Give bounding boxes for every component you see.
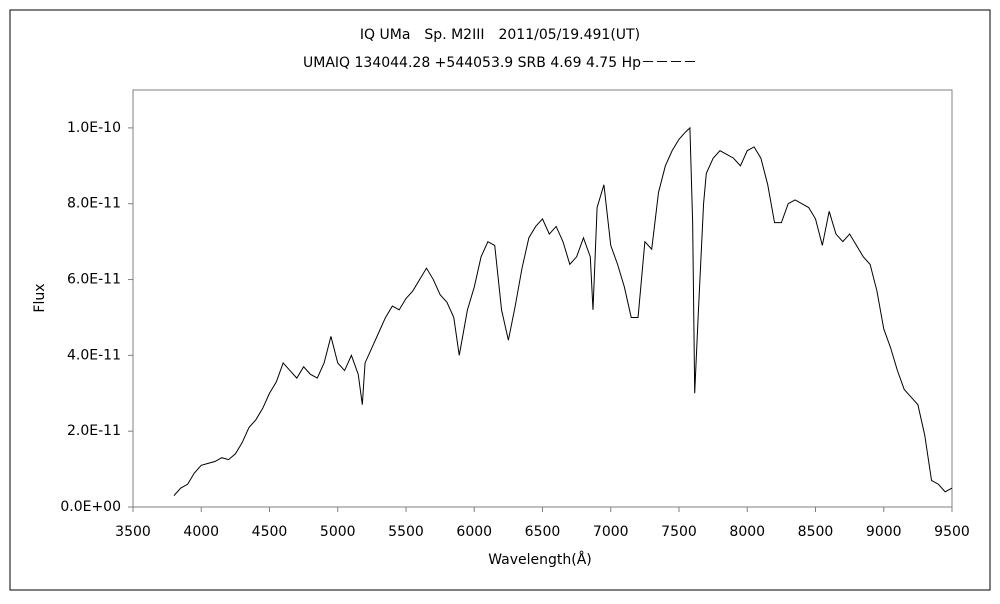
x-axis-label: Wavelength(Å) <box>488 551 592 568</box>
x-tick-label: 7500 <box>661 524 697 540</box>
y-tick-label: 1.0E-10 <box>67 120 121 136</box>
x-tick-label: 8000 <box>729 524 765 540</box>
x-tick-label: 5500 <box>388 524 424 540</box>
spectrum-line <box>173 126 953 496</box>
x-tick-label: 9500 <box>934 524 970 540</box>
y-tick-label: 8.0E-11 <box>67 196 121 212</box>
x-tick-label: 6000 <box>456 524 492 540</box>
chart-title: IQ UMa Sp. M2III 2011/05/19.491(UT) <box>360 27 640 43</box>
y-tick-label: 0.0E+00 <box>60 499 121 515</box>
x-tick-label: 3500 <box>115 524 151 540</box>
chart-frame <box>9 9 991 591</box>
x-tick-label: 4000 <box>183 524 219 540</box>
x-tick-label: 4500 <box>252 524 288 540</box>
y-axis-label: Flux <box>32 283 48 312</box>
x-tick-label: 8500 <box>798 524 834 540</box>
x-tick-label: 9000 <box>866 524 902 540</box>
y-tick-label: 4.0E-11 <box>67 347 121 363</box>
y-tick-label: 2.0E-11 <box>67 423 121 439</box>
x-tick-label: 6500 <box>525 524 561 540</box>
x-tick-label: 5000 <box>320 524 356 540</box>
y-tick-label: 6.0E-11 <box>67 272 121 288</box>
x-tick-label: 7000 <box>593 524 629 540</box>
chart-subtitle: UMAIQ 134044.28 +544053.9 SRB 4.69 4.75 … <box>303 55 697 71</box>
